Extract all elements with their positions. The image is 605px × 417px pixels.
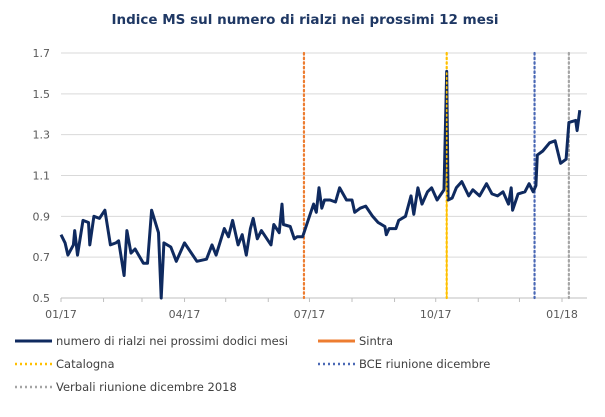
legend-label: numero di rialzi nei prossimi dodici mes… bbox=[56, 334, 288, 348]
x-tick-label: 01/17 bbox=[45, 308, 77, 321]
y-tick-label: 1.1 bbox=[33, 170, 51, 183]
legend-item: Catalogna bbox=[15, 357, 115, 371]
y-tick-label: 0.7 bbox=[33, 251, 51, 264]
y-tick-label: 1.5 bbox=[33, 88, 51, 101]
x-tick-label: 07/17 bbox=[294, 308, 326, 321]
y-tick-label: 0.9 bbox=[33, 210, 51, 223]
x-tick-label: 04/17 bbox=[169, 308, 201, 321]
y-tick-label: 1.7 bbox=[33, 47, 51, 60]
y-tick-label: 0.5 bbox=[33, 292, 51, 305]
series-line bbox=[61, 71, 580, 298]
legend-label: Verbali riunione dicembre 2018 bbox=[56, 380, 237, 394]
series bbox=[61, 71, 580, 298]
gridlines bbox=[61, 53, 587, 257]
legend-label: Catalogna bbox=[56, 357, 115, 371]
x-tick-label: 10/17 bbox=[420, 308, 452, 321]
legend: numero di rialzi nei prossimi dodici mes… bbox=[15, 334, 490, 394]
legend-item: Sintra bbox=[318, 334, 393, 348]
x-tick-label: 01/18 bbox=[546, 308, 578, 321]
x-axis: 01/17 04/17 07/17 10/17 01/18 bbox=[45, 298, 587, 321]
legend-label: Sintra bbox=[359, 334, 393, 348]
legend-item: numero di rialzi nei prossimi dodici mes… bbox=[15, 334, 288, 348]
legend-label: BCE riunione dicembre bbox=[359, 357, 490, 371]
y-axis: 0.5 0.7 0.9 1.1 1.3 1.5 1.7 bbox=[33, 47, 51, 305]
y-tick-label: 1.3 bbox=[33, 129, 51, 142]
chart-title: Indice MS sul numero di rialzi nei pross… bbox=[111, 12, 498, 28]
legend-item: Verbali riunione dicembre 2018 bbox=[15, 380, 237, 394]
legend-item: BCE riunione dicembre bbox=[318, 357, 490, 371]
